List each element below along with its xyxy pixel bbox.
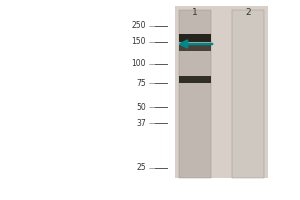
- Text: 50: 50: [136, 102, 146, 112]
- Text: 37: 37: [136, 118, 146, 128]
- Text: 25: 25: [136, 164, 146, 172]
- Bar: [232, 10, 264, 178]
- Text: 250: 250: [131, 21, 146, 30]
- Text: 75: 75: [136, 78, 146, 88]
- Text: —: —: [149, 165, 156, 171]
- Text: —: —: [149, 120, 156, 126]
- Bar: [179, 45, 211, 51]
- Bar: [179, 10, 211, 178]
- Bar: [179, 75, 211, 82]
- Text: —: —: [149, 39, 156, 45]
- Bar: [175, 6, 268, 178]
- Text: —: —: [149, 61, 156, 67]
- Text: —: —: [149, 23, 156, 29]
- Text: 2: 2: [245, 8, 251, 17]
- Text: 100: 100: [131, 60, 146, 68]
- Text: —: —: [149, 80, 156, 86]
- Text: 1: 1: [192, 8, 198, 17]
- Bar: [179, 34, 211, 42]
- Text: —: —: [149, 104, 156, 110]
- Text: 150: 150: [131, 38, 146, 46]
